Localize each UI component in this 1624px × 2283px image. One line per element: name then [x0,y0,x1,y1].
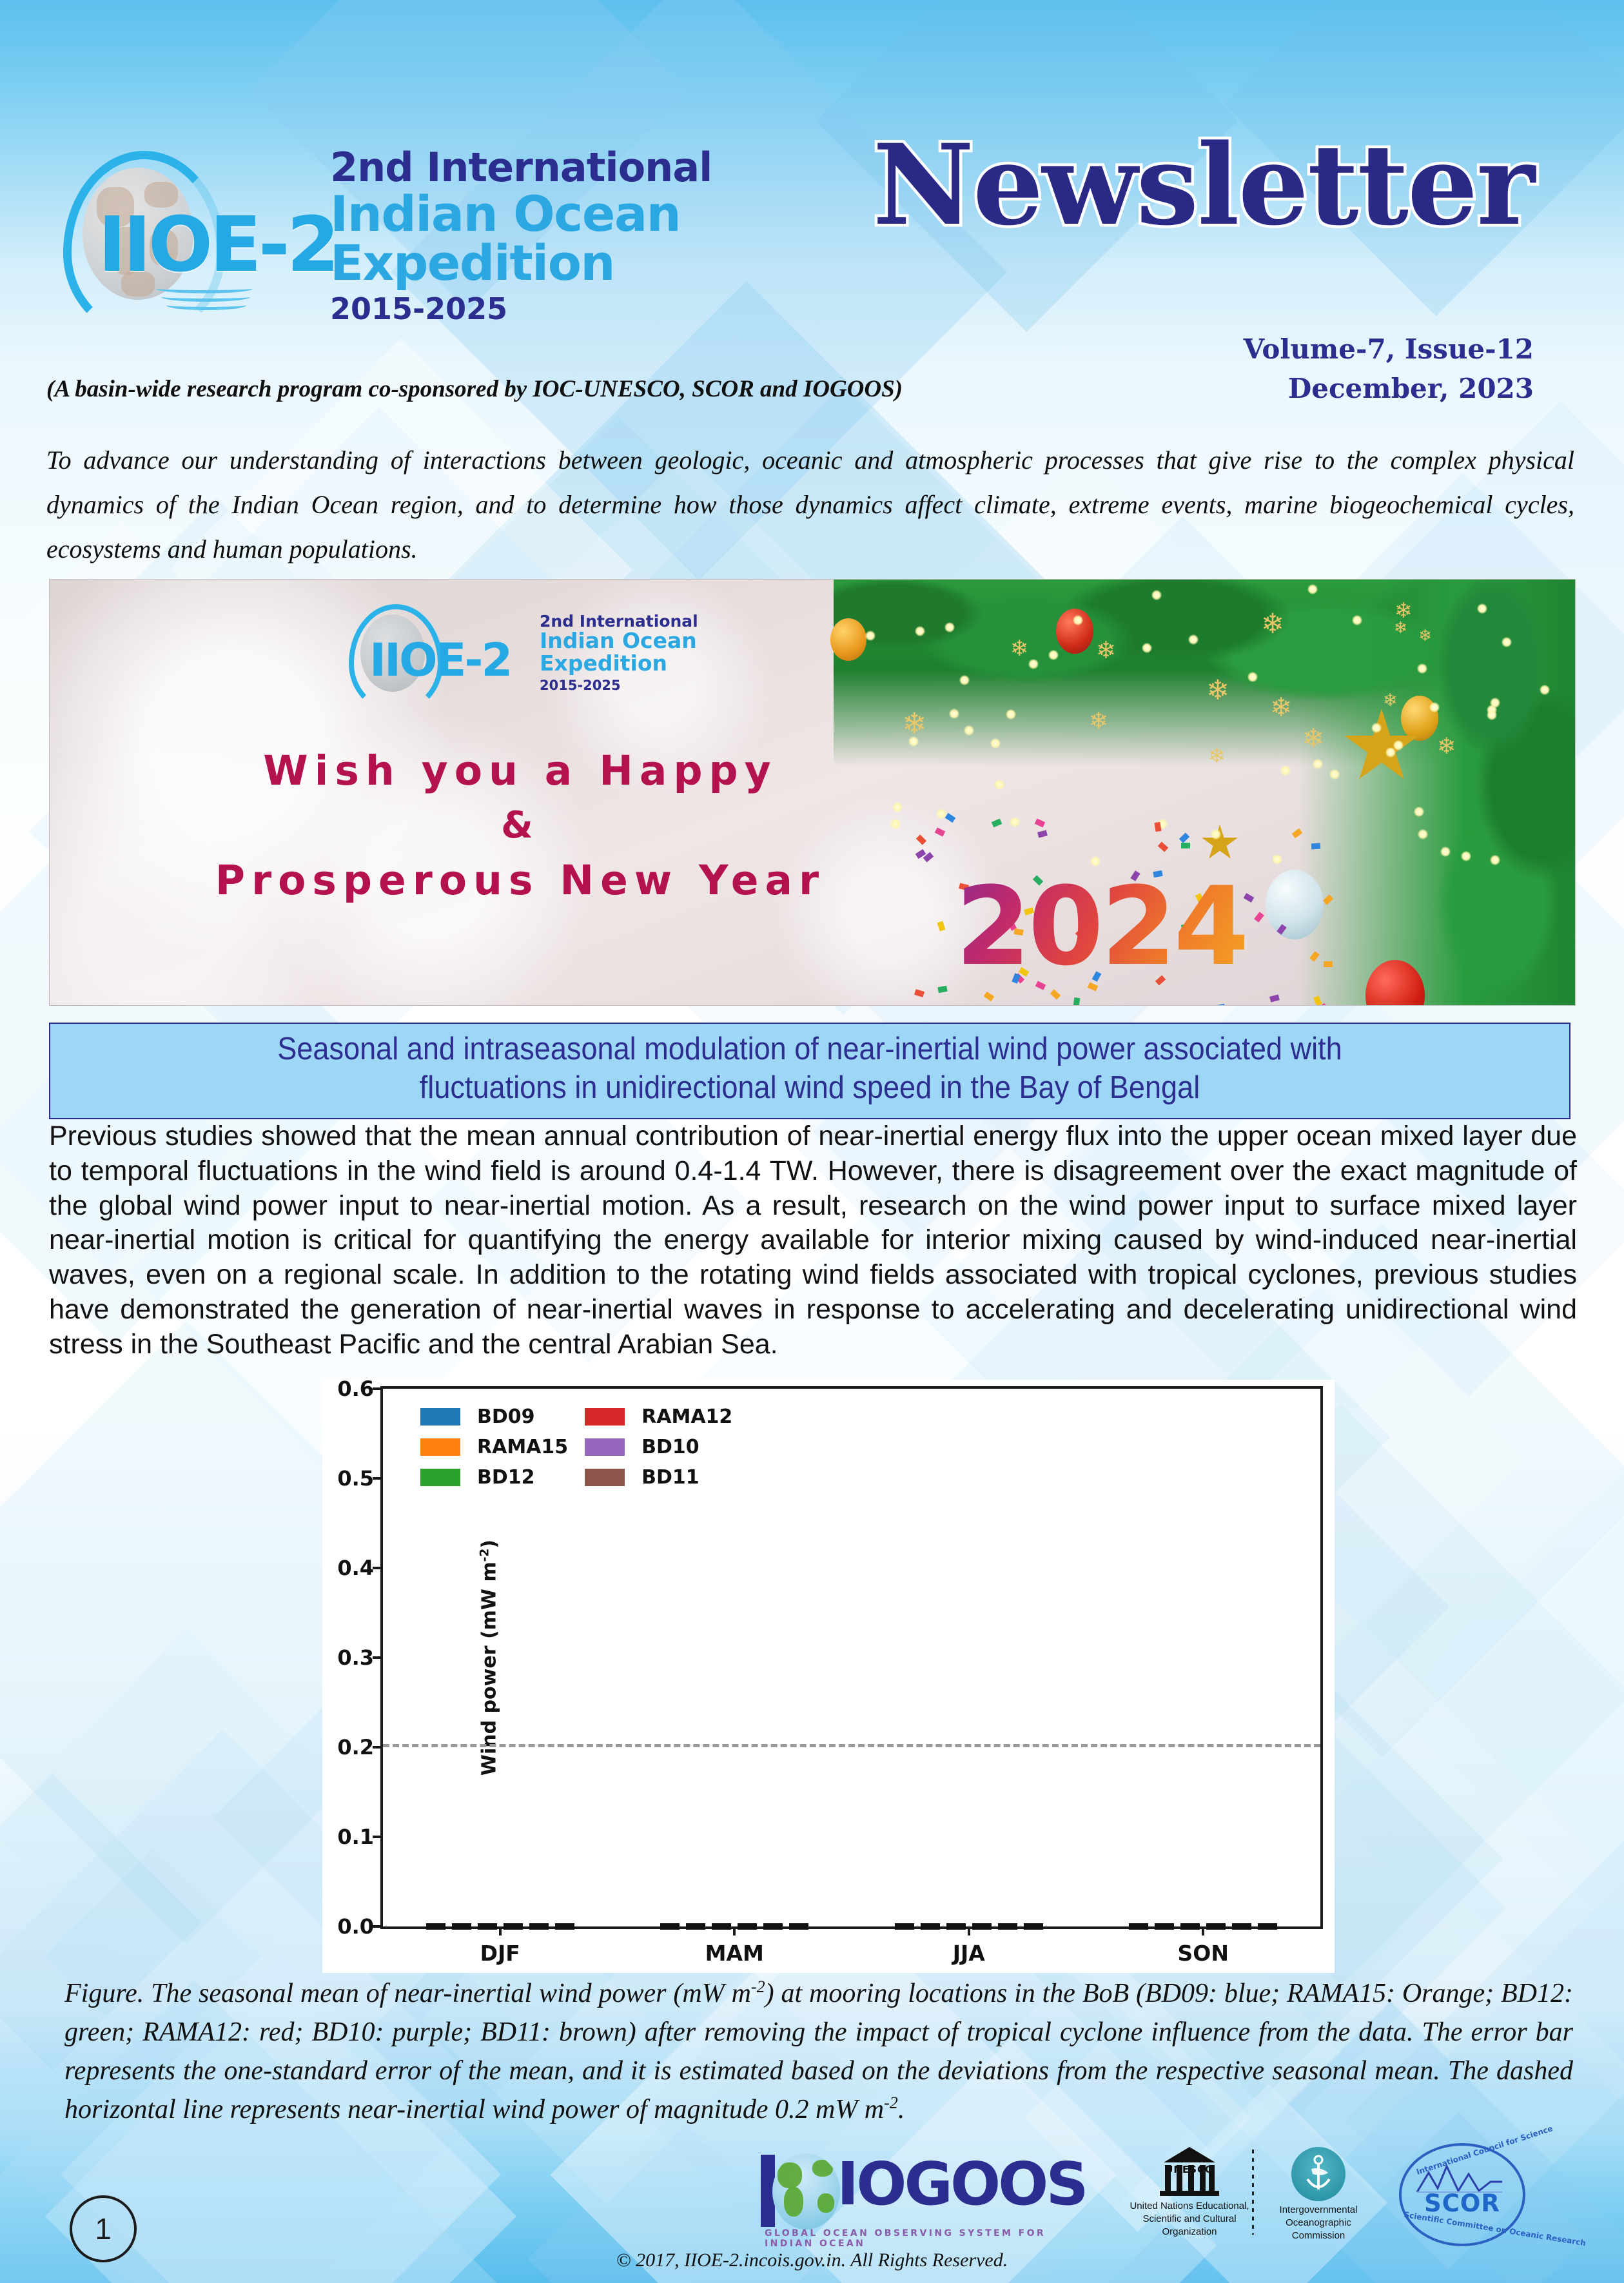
chart-y-tick-label: 0.0 [337,1914,374,1939]
ioc-caption: Intergovernmental Oceanographic Commissi… [1261,2204,1376,2242]
legend-label: RAMA12 [641,1406,732,1428]
iogoos-tagline: GLOBAL OCEAN OBSERVING SYSTEM FOR INDIAN… [765,2228,1096,2249]
caption-superscript-1: -2 [751,1977,765,1996]
chart-y-tick-label: 0.6 [337,1377,374,1401]
copyright-text: © 2017, IIOE-2.incois.gov.in. All Rights… [0,2249,1624,2271]
wave-icon [156,284,266,313]
iogoos-globe-icon [772,2153,840,2229]
logo-line-3: Expedition [330,239,712,288]
legend-swatch [420,1469,460,1486]
unesco-caption: United Nations Educational, Scientific a… [1123,2200,1256,2239]
iogoos-wordmark: IOGOOS [837,2155,1086,2214]
year-2024-text: 2024 [955,863,1247,990]
new-year-banner: ❄ ❄ ❄ ❄ ❄ ❄ ❄ ❄ ❄ ❄ ❄ ❄ ❄ ❄ IIOE-2 2nd International … [49,579,1576,1006]
chart-x-tick-label: JJA [953,1941,985,1966]
banner-logo-line-2: Indian Ocean [540,630,698,652]
chart-x-tick-label: SON [1178,1941,1229,1966]
unesco-wordmark: UNESCO [1165,2164,1214,2175]
chart-y-tick-label: 0.2 [337,1735,374,1759]
temple-icon: UNESCO [1160,2147,1219,2196]
legend-label: BD10 [641,1436,732,1458]
legend-label: RAMA15 [477,1436,568,1458]
anchor-icon [1304,2155,1333,2195]
volume-issue: Volume-7, Issue-12 [1244,330,1534,369]
iioe2-logo: IIOE-2 2nd International Indian Ocean Ex… [59,147,730,340]
scor-wordmark: SCOR [1424,2190,1500,2217]
article-body: Previous studies showed that the mean an… [49,1119,1577,1362]
article-title-line-1: Seasonal and intraseasonal modulation of… [129,1030,1491,1069]
greeting-line-2: Prosperous New Year [146,852,894,909]
banner-logo-line-3: Expedition [540,652,698,675]
figure-caption: Figure. The seasonal mean of near-inerti… [64,1974,1573,2129]
legend-label: BD11 [641,1466,732,1489]
chart-y-tick-label: 0.1 [337,1825,374,1849]
legend-swatch [585,1438,625,1456]
unesco-logo: UNESCO United Nations Educational, Scien… [1128,2147,1251,2237]
greeting-ampersand: & [146,799,894,852]
chart-x-tick-label: MAM [705,1941,764,1966]
chart-x-tick-label: DJF [480,1941,520,1966]
logo-line-2: Indian Ocean [330,190,712,239]
anchor-svg [1304,2155,1333,2195]
mission-statement: To advance our understanding of interact… [46,438,1574,571]
caption-superscript-2: -2 [884,2093,898,2112]
legend-swatch [420,1408,460,1426]
new-year-greeting: Wish you a Happy & Prosperous New Year [146,742,894,910]
caption-part-1: Figure. The seasonal mean of near-inerti… [64,1979,751,2008]
banner-iioe2-logo: IIOE-2 2nd International Indian Ocean Ex… [346,603,765,712]
banner-logo-acronym: IIOE-2 [369,638,511,683]
legend-swatch [585,1469,625,1486]
banner-logo-wordmark: 2nd International Indian Ocean Expeditio… [540,613,698,693]
logo-acronym: IIOE-2 [98,206,337,282]
wind-power-bar-chart: Wind power (mW m-2) 0.0 0.1 0.2 0.3 0.4 0.5 0.… [322,1380,1335,1973]
chart-plot-area: Wind power (mW m-2) 0.0 0.1 0.2 0.3 0.4 0.5 0.… [380,1386,1323,1929]
legend-swatch [585,1408,625,1426]
logo-wordmark: 2nd International Indian Ocean Expeditio… [330,147,712,326]
page-header: IIOE-2 2nd International Indian Ocean Ex… [0,0,1624,400]
logo-line-1: 2nd International [330,147,712,188]
chart-y-tick-label: 0.3 [337,1645,374,1670]
legend-label: BD09 [477,1406,568,1428]
chart-legend: BD09 RAMA12 RAMA15 BD10 BD12 BD11 [420,1406,732,1489]
article-title-line-2: fluctuations in unidirectional wind spee… [129,1069,1491,1108]
footer-logos: IOGOOS GLOBAL OCEAN OBSERVING SYSTEM FOR… [761,2147,1573,2244]
chart-y-tick-label: 0.4 [337,1556,374,1580]
issue-info: Volume-7, Issue-12 December, 2023 [1244,330,1534,409]
page-number-badge: 1 [70,2195,137,2262]
sponsor-line: (A basin-wide research program co-sponso… [46,375,903,403]
chart-group-jja: JJA [852,1389,1086,1926]
caption-part-3: . [898,2095,905,2124]
logo-years: 2015-2025 [330,291,712,326]
chart-y-tick-label: 0.5 [337,1466,374,1491]
chart-group-son: SON [1086,1389,1321,1926]
legend-label: BD12 [477,1466,568,1489]
issue-date: December, 2023 [1244,369,1534,409]
legend-swatch [420,1438,460,1456]
banner-logo-years: 2015-2025 [540,678,698,693]
iogoos-logo: IOGOOS GLOBAL OCEAN OBSERVING SYSTEM FOR… [761,2150,1096,2240]
newsletter-title: Newsletter [873,119,1534,250]
article-title-bar: Seasonal and intraseasonal modulation of… [49,1023,1570,1119]
ioc-logo: Intergovernmental Oceanographic Commissi… [1270,2147,1367,2237]
scor-logo: SCOR International Council for Science S… [1399,2143,1525,2246]
newsletter-page: IIOE-2 2nd International Indian Ocean Ex… [0,0,1624,2283]
greeting-line-1: Wish you a Happy [146,742,894,799]
